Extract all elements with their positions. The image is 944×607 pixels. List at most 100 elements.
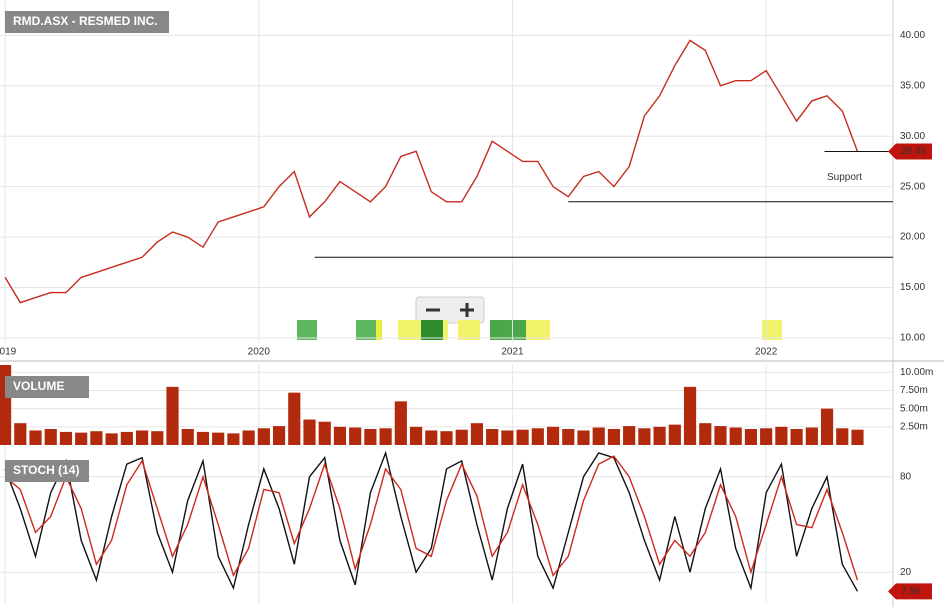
volume-bar [638,428,651,445]
volume-bar [607,429,621,445]
volume-bar [333,426,347,445]
volume-bar [379,428,392,445]
volume-bar [75,432,88,445]
volume-bar [242,430,255,445]
volume-bar [790,429,803,445]
volume-bar [44,429,57,445]
volume-bar [623,426,636,445]
volume-bar [729,427,742,445]
volume-bar [486,429,499,445]
volume-bar [440,431,453,445]
annotation: Support [827,172,862,183]
y-tick-label: 20.00 [900,232,925,243]
volume-bar [181,429,194,445]
volume-bar [836,428,849,445]
volume-bar [653,426,666,445]
volume-bar [59,431,73,445]
volume-bar [227,433,240,445]
event-marker[interactable] [421,320,443,340]
volume-bar [318,421,331,445]
event-marker[interactable] [490,320,526,340]
volume-bar [470,423,484,445]
line-series [4,450,859,592]
event-marker[interactable] [356,320,376,340]
event-marker[interactable] [297,320,317,340]
volume-bar [29,430,42,445]
volume-bar [546,426,560,445]
panel-title: RMD.ASX - RESMED INC. [13,14,158,28]
volume-bar [90,431,103,445]
event-markers[interactable] [297,320,782,340]
volume-bar [135,430,149,445]
volume-bar [805,427,818,445]
panel-title-box [5,460,89,482]
x-tick-label: 2021 [501,347,524,358]
volume-bar [531,428,544,445]
y-tick-label: 40.00 [900,30,925,41]
volume-bar [577,430,590,445]
volume-bar [516,429,529,445]
volume-bar [683,386,697,445]
volume-bar [349,427,362,445]
volume-bar [760,428,773,445]
volume-bar [105,433,118,445]
volume-bar [409,426,423,445]
volume-bar [0,365,12,445]
x-tick-label: 2019 [0,347,17,358]
panel-title: VOLUME [13,379,64,393]
volume-bar [257,428,270,445]
y-tick-label: 25.00 [900,181,925,192]
last-value-label: 28.48 [901,146,926,157]
y-tick-label: 5.00m [900,403,928,414]
y-tick-label: 7.50m [900,385,928,396]
volume-bar [775,426,788,445]
line-series [4,39,859,304]
event-marker[interactable] [458,320,480,340]
last-value-tag [888,583,932,600]
panel-title-box [5,11,169,33]
y-tick-label: 20 [900,567,912,578]
event-marker[interactable] [526,320,550,340]
y-tick-label: 10.00m [900,367,933,378]
volume-bar [212,432,225,445]
last-value-tag [888,143,932,160]
volume-bar [394,401,407,445]
panel-title: STOCH (14) [13,463,79,477]
y-tick-label: 2.50m [900,421,928,432]
volume-bar [151,431,164,445]
volume-bar [851,429,864,445]
y-tick-label: 10.00 [900,333,925,344]
event-marker[interactable] [762,320,782,340]
x-tick-label: 2022 [755,347,778,358]
volume-bar [668,424,681,445]
volume-bar [196,431,210,445]
volume-bar [820,408,834,445]
x-tick-label: 2020 [248,347,271,358]
panel-title-box [5,376,89,398]
volume-bar [714,426,727,445]
volume-bar [744,429,758,445]
volume-bar [592,427,605,445]
y-tick-label: 15.00 [900,282,925,293]
y-tick-label: 30.00 [900,131,925,142]
volume-bar [562,429,575,445]
volume-bar [425,430,438,445]
y-tick-label: 80 [900,471,912,482]
volume-bar [272,426,286,445]
zoom-controls[interactable] [415,296,485,324]
volume-bar [501,430,514,445]
volume-bar [364,429,377,445]
volume-bar [120,431,133,445]
y-tick-label: 35.00 [900,80,925,91]
volume-bar [699,423,712,445]
volume-bar [303,419,316,445]
volume-bar [288,392,301,445]
line-series [4,455,859,581]
volume-bar [166,386,179,445]
volume-bar [14,423,27,445]
last-value-label: 7.96 [901,586,921,597]
volume-bar [455,429,468,445]
